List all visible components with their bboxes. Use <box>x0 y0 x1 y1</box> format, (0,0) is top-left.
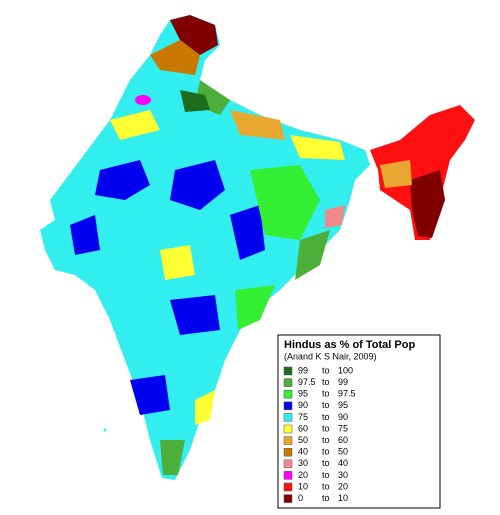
legend-swatch <box>283 378 293 387</box>
legend-to: 95 <box>338 400 348 410</box>
region <box>95 160 150 200</box>
region <box>150 40 200 75</box>
legend-to: 75 <box>338 423 348 433</box>
region <box>380 160 412 188</box>
region <box>410 170 445 238</box>
legend-from: 60 <box>298 423 308 433</box>
region <box>235 285 275 330</box>
legend-from: 95 <box>298 389 308 399</box>
legend-swatch <box>283 471 293 480</box>
legend-from: 97.5 <box>298 377 316 387</box>
legend-to: 90 <box>338 412 348 422</box>
legend-range-word: to <box>322 447 330 457</box>
region <box>70 215 100 255</box>
legend-swatch <box>283 389 293 399</box>
region <box>170 160 225 210</box>
region <box>325 205 345 228</box>
legend-from: 40 <box>298 447 308 457</box>
region <box>170 295 220 335</box>
legend-range-word: to <box>322 481 330 491</box>
legend-range-word: to <box>322 377 330 387</box>
legend-from: 30 <box>298 458 308 468</box>
legend-swatch <box>283 482 293 492</box>
legend-from: 20 <box>298 470 308 480</box>
legend-range-word: to <box>322 435 330 445</box>
legend-range-word: to <box>322 412 330 422</box>
legend-to: 60 <box>338 435 348 445</box>
map-regions <box>40 15 475 492</box>
legend-swatch <box>283 424 293 434</box>
region <box>180 90 210 112</box>
region <box>295 230 330 280</box>
legend-to: 40 <box>338 458 348 468</box>
legend-range-word: to <box>322 389 330 399</box>
legend-from: 90 <box>298 400 308 410</box>
region <box>160 245 195 280</box>
legend-range-word: to <box>322 493 330 503</box>
island <box>103 428 107 432</box>
legend-range-word: to <box>322 400 330 410</box>
region <box>160 440 185 475</box>
legend-title: Hindus as % of Total Pop <box>284 339 415 351</box>
region <box>135 95 151 105</box>
region <box>195 390 215 425</box>
legend-box <box>277 334 441 509</box>
legend-swatch <box>283 494 293 503</box>
region <box>170 15 218 55</box>
legend-from: 99 <box>298 365 308 375</box>
legend-to: 10 <box>338 493 348 503</box>
region <box>230 110 285 140</box>
region <box>130 375 170 415</box>
legend-range-word: to <box>322 470 330 480</box>
legend-swatch <box>283 413 293 422</box>
legend-from: 50 <box>298 435 308 445</box>
region <box>230 205 265 260</box>
legend-swatch <box>283 401 293 411</box>
legend-subtitle: (Anand K S Nair, 2009) <box>284 351 377 361</box>
region <box>250 165 320 240</box>
legend-swatch <box>283 447 293 457</box>
legend-to: 100 <box>338 365 353 375</box>
legend-to: 20 <box>338 481 348 491</box>
legend-from: 75 <box>298 412 308 422</box>
legend-range-word: to <box>322 458 330 468</box>
legend-to: 97.5 <box>338 389 356 399</box>
region <box>110 110 160 140</box>
legend-range-word: to <box>322 365 330 375</box>
legend-swatch <box>283 436 293 445</box>
legend-range-word: to <box>322 423 330 433</box>
legend-from: 0 <box>298 493 303 503</box>
legend-to: 99 <box>338 377 348 387</box>
legend-swatch <box>283 366 293 376</box>
legend-to: 30 <box>338 470 348 480</box>
region <box>290 135 345 160</box>
legend-to: 50 <box>338 447 348 457</box>
legend: Hindus as % of Total Pop (Anand K S Nair… <box>277 334 441 509</box>
legend-from: 10 <box>298 481 308 491</box>
northeast <box>370 105 475 240</box>
legend-swatch <box>283 459 293 469</box>
